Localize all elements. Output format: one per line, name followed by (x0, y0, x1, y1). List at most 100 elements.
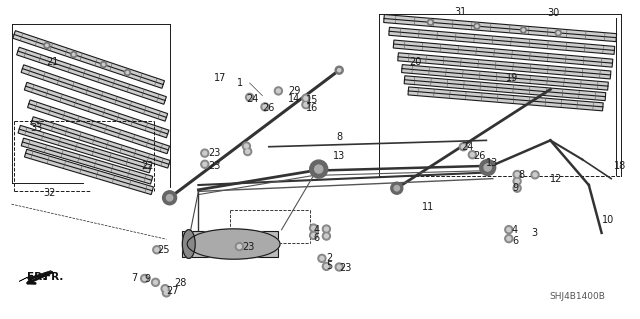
Circle shape (513, 170, 521, 179)
Polygon shape (13, 31, 164, 88)
Text: 4: 4 (314, 225, 320, 235)
Text: 5: 5 (326, 261, 333, 271)
Polygon shape (28, 100, 170, 154)
Circle shape (335, 263, 343, 271)
Text: 28: 28 (174, 278, 186, 288)
Circle shape (246, 150, 250, 153)
Circle shape (520, 27, 526, 33)
Text: 18: 18 (614, 161, 627, 171)
Text: FR.: FR. (28, 272, 47, 282)
Text: 26: 26 (262, 103, 275, 114)
Polygon shape (393, 40, 613, 67)
Circle shape (337, 265, 341, 269)
Circle shape (126, 71, 129, 74)
Circle shape (507, 228, 511, 232)
Text: 30: 30 (547, 8, 559, 18)
Circle shape (513, 177, 521, 185)
Polygon shape (388, 27, 615, 54)
Text: 23: 23 (208, 161, 220, 171)
Circle shape (557, 32, 559, 34)
Circle shape (71, 51, 77, 57)
Text: 8: 8 (518, 170, 525, 181)
Circle shape (468, 151, 476, 159)
Polygon shape (383, 15, 617, 41)
Circle shape (513, 184, 521, 192)
Circle shape (246, 93, 253, 101)
Text: 9: 9 (512, 183, 518, 193)
Text: 12: 12 (550, 174, 563, 184)
Circle shape (203, 151, 207, 155)
Text: 23: 23 (208, 148, 220, 158)
Circle shape (476, 25, 478, 27)
Circle shape (515, 186, 519, 190)
Text: 1: 1 (237, 78, 243, 88)
Circle shape (244, 144, 248, 148)
Circle shape (391, 182, 403, 194)
Circle shape (100, 62, 106, 68)
Polygon shape (24, 82, 169, 138)
Circle shape (243, 142, 250, 150)
Circle shape (161, 285, 169, 293)
Text: 10: 10 (602, 215, 614, 225)
Text: 23: 23 (242, 242, 254, 252)
Text: SHJ4B1400B: SHJ4B1400B (549, 292, 605, 301)
Circle shape (480, 160, 496, 175)
Circle shape (163, 289, 170, 297)
Text: 15: 15 (306, 95, 318, 106)
Circle shape (323, 232, 330, 240)
Circle shape (320, 256, 324, 260)
Circle shape (72, 53, 75, 56)
Circle shape (324, 227, 328, 231)
Circle shape (312, 226, 316, 230)
Polygon shape (397, 53, 611, 79)
Circle shape (261, 103, 269, 111)
Text: 23: 23 (339, 263, 351, 273)
Text: 32: 32 (43, 188, 55, 198)
Circle shape (302, 94, 310, 102)
Circle shape (394, 186, 399, 191)
Circle shape (429, 21, 431, 24)
Circle shape (315, 165, 323, 173)
Text: 26: 26 (474, 151, 486, 161)
Circle shape (304, 103, 308, 107)
Text: 33: 33 (31, 122, 43, 133)
Text: 16: 16 (306, 103, 318, 114)
Text: 6: 6 (512, 236, 518, 246)
Circle shape (275, 87, 282, 95)
Text: 29: 29 (288, 86, 300, 96)
Text: 6: 6 (314, 233, 320, 243)
Circle shape (45, 44, 48, 47)
Polygon shape (401, 65, 609, 90)
Polygon shape (408, 87, 604, 111)
Circle shape (236, 242, 243, 251)
Polygon shape (31, 117, 170, 168)
Circle shape (324, 234, 328, 238)
Text: 27: 27 (166, 286, 179, 296)
Text: 25: 25 (157, 245, 170, 256)
Polygon shape (19, 271, 51, 281)
Circle shape (237, 245, 241, 249)
Circle shape (507, 237, 511, 241)
Polygon shape (24, 149, 154, 195)
Polygon shape (17, 47, 166, 104)
Text: 22: 22 (141, 161, 154, 171)
Circle shape (155, 248, 159, 252)
Polygon shape (404, 76, 606, 100)
Circle shape (428, 19, 433, 25)
Text: 11: 11 (422, 202, 435, 212)
Circle shape (335, 66, 343, 74)
Polygon shape (21, 138, 153, 184)
Text: 7: 7 (131, 272, 138, 283)
Text: 4: 4 (512, 225, 518, 235)
Circle shape (201, 149, 209, 157)
Circle shape (310, 231, 317, 240)
Circle shape (124, 70, 131, 76)
Circle shape (302, 100, 310, 109)
Circle shape (143, 277, 147, 280)
Circle shape (522, 29, 525, 31)
Circle shape (102, 63, 105, 66)
Text: 8: 8 (336, 132, 342, 142)
Circle shape (141, 274, 148, 283)
Ellipse shape (182, 230, 195, 258)
Circle shape (310, 224, 317, 232)
